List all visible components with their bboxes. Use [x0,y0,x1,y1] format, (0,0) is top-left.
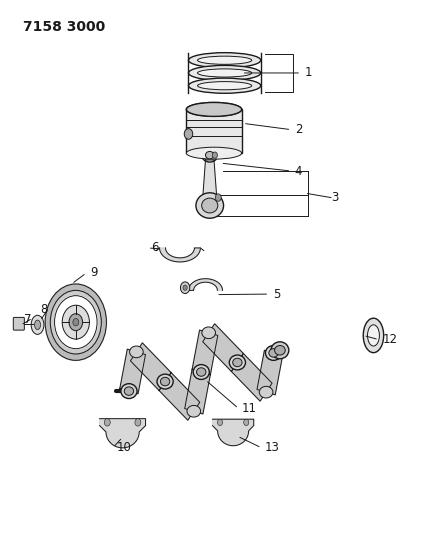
Circle shape [212,152,217,158]
Text: 9: 9 [90,266,97,279]
Circle shape [62,305,89,339]
Ellipse shape [157,374,173,389]
Ellipse shape [202,327,215,338]
Polygon shape [185,369,210,414]
Ellipse shape [259,386,273,398]
Ellipse shape [265,345,282,360]
Ellipse shape [130,346,143,358]
Text: 12: 12 [382,333,397,346]
Ellipse shape [188,66,261,80]
Ellipse shape [198,56,252,64]
Ellipse shape [160,377,170,386]
Polygon shape [45,284,107,360]
FancyBboxPatch shape [13,317,24,330]
Circle shape [184,128,193,139]
Polygon shape [192,330,218,375]
Polygon shape [54,296,97,349]
Ellipse shape [198,82,252,90]
Circle shape [183,285,187,290]
Ellipse shape [121,384,137,399]
Ellipse shape [186,102,242,116]
Ellipse shape [269,349,278,357]
Text: 2: 2 [295,123,302,136]
Ellipse shape [196,193,223,218]
Ellipse shape [202,148,218,162]
Ellipse shape [193,365,209,379]
Circle shape [217,419,223,425]
Circle shape [69,314,83,330]
Ellipse shape [275,345,285,355]
Text: 3: 3 [331,191,338,204]
Polygon shape [188,279,223,290]
Text: 7158 3000: 7158 3000 [23,20,105,34]
Ellipse shape [271,342,289,359]
Polygon shape [203,324,244,372]
Text: 13: 13 [265,441,280,454]
Text: 7: 7 [24,313,31,326]
Circle shape [104,419,110,426]
Circle shape [215,194,221,201]
Bar [186,109,242,153]
Ellipse shape [198,69,252,77]
Ellipse shape [202,198,218,213]
Ellipse shape [196,368,206,376]
Ellipse shape [31,316,44,334]
Ellipse shape [205,151,214,159]
Polygon shape [203,160,217,195]
Text: 1: 1 [305,67,312,79]
Text: 5: 5 [273,288,280,301]
Ellipse shape [229,355,246,370]
Ellipse shape [363,318,383,353]
Polygon shape [120,349,146,394]
Ellipse shape [187,406,201,417]
Text: 4: 4 [295,165,302,177]
Polygon shape [100,419,146,448]
Ellipse shape [124,387,134,395]
Text: 11: 11 [242,402,257,415]
Ellipse shape [188,53,261,68]
Circle shape [135,419,141,426]
Polygon shape [131,343,171,391]
Circle shape [181,282,190,294]
Ellipse shape [186,102,242,116]
Circle shape [244,419,249,425]
Polygon shape [213,419,254,446]
Ellipse shape [35,320,41,329]
Ellipse shape [186,147,242,159]
Polygon shape [160,248,200,262]
Circle shape [73,318,79,326]
Text: 6: 6 [151,241,158,254]
Ellipse shape [188,78,261,93]
Polygon shape [257,350,282,395]
Ellipse shape [233,358,242,367]
Text: 10: 10 [116,441,131,454]
Ellipse shape [368,325,379,346]
Text: 8: 8 [41,303,48,317]
Polygon shape [159,373,200,420]
Polygon shape [45,284,107,360]
Polygon shape [232,353,272,401]
